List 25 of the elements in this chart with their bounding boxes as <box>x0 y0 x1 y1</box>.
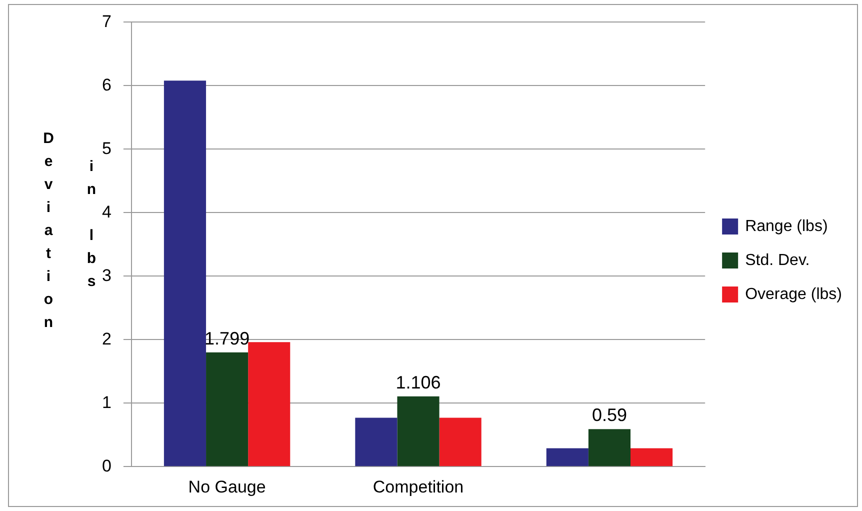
y-tick-label: 3 <box>102 266 112 285</box>
y-tick-label: 5 <box>102 138 112 158</box>
y-tick-label: 4 <box>102 202 112 222</box>
bar <box>206 352 248 466</box>
legend-label: Range (lbs) <box>745 218 828 235</box>
bar <box>164 80 206 466</box>
y-tick-label: 0 <box>102 456 112 476</box>
text: Deviation in lbs <box>40 130 100 337</box>
bar <box>248 342 290 466</box>
bar <box>588 429 631 466</box>
y-tick-label: 1 <box>102 392 112 412</box>
x-tick-label: Competition <box>372 477 464 496</box>
legend-label: Std. Dev. <box>745 252 810 269</box>
x-tick-label: No Gauge <box>188 477 266 496</box>
y-tick-label: 6 <box>102 75 112 94</box>
bar <box>439 418 482 466</box>
bar <box>355 418 398 466</box>
legend-label: Overage (lbs) <box>745 286 842 303</box>
data-label: 1.106 <box>396 372 441 392</box>
y-tick-label: 7 <box>102 12 112 31</box>
y-tick-label: 2 <box>102 329 112 348</box>
bar <box>546 448 588 466</box>
bar <box>630 448 673 466</box>
bar <box>397 396 440 466</box>
data-label: 0.59 <box>592 405 627 426</box>
